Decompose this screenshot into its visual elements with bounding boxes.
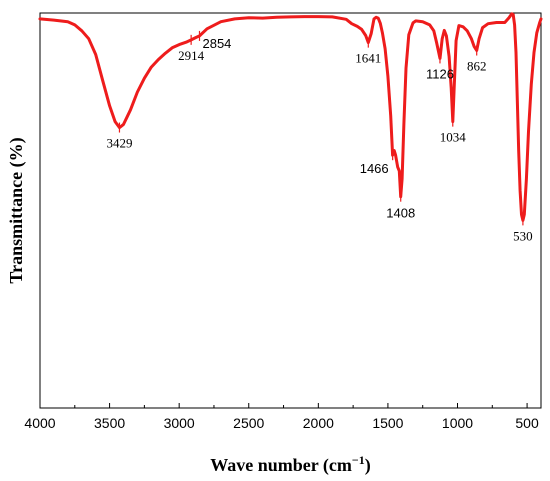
peak-label: 1126 — [426, 66, 454, 81]
x-axis-title-end: ) — [365, 455, 371, 476]
x-axis-ticks: 4000 3500 3000 2500 2000 1500 1000 500 — [24, 403, 539, 431]
plot-area — [39, 12, 542, 409]
peak-label: 1641 — [355, 51, 381, 66]
x-tick-label: 4000 — [24, 415, 55, 431]
x-tick-label: 2000 — [303, 415, 334, 431]
series-layer — [38, 12, 543, 222]
x-tick-label: 3500 — [94, 415, 125, 431]
transmittance-line — [38, 12, 543, 222]
x-axis-title-superscript: −1 — [352, 453, 365, 467]
peak-label: 1408 — [386, 206, 415, 221]
x-tick-label: 1500 — [372, 415, 403, 431]
peak-label: 3429 — [106, 136, 132, 151]
x-axis-title-main: Wave number (cm — [210, 455, 352, 476]
x-tick-label: 1000 — [442, 415, 473, 431]
x-axis-title: Wave number (cm−1) — [210, 453, 371, 476]
peak-label: 862 — [467, 59, 487, 74]
plot-frame — [39, 12, 542, 409]
x-tick-label: 2500 — [233, 415, 264, 431]
x-tick-label: 500 — [515, 415, 539, 431]
peak-label: 1466 — [360, 161, 389, 176]
peak-label: 2854 — [202, 36, 231, 51]
y-axis-title: Transmittance (%) — [6, 137, 27, 283]
peak-label: 1034 — [440, 130, 467, 145]
peak-label: 530 — [513, 228, 533, 243]
x-tick-label: 3000 — [164, 415, 195, 431]
peak-label: 2914 — [178, 48, 205, 63]
